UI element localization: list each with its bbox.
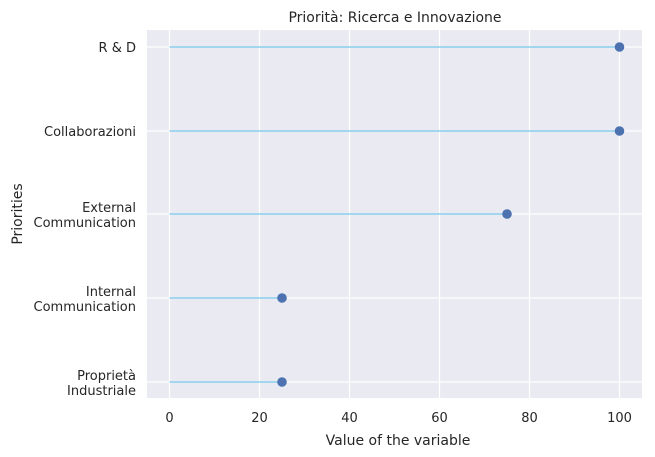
y-tick-label: R & D (99, 41, 136, 56)
x-tick-label: 80 (521, 411, 538, 426)
data-point (277, 293, 287, 303)
markers (277, 42, 625, 387)
y-tick-label: Collaborazioni (44, 125, 136, 140)
x-tick-label: 20 (251, 411, 268, 426)
chart-title: Priorità: Ricerca e Innovazione (288, 10, 501, 26)
y-axis-label: Priorities (10, 183, 26, 244)
x-tick-labels: 0 20 40 60 80 100 (165, 411, 632, 426)
x-tick-label: 0 (165, 411, 173, 426)
x-tick-label: 100 (607, 411, 632, 426)
y-tick-label: Proprietà Industriale (67, 369, 136, 399)
data-point (277, 377, 287, 387)
stems (169, 46, 620, 383)
data-point (614, 42, 625, 52)
y-tick-label: Internal Communication (34, 285, 136, 315)
data-point (502, 209, 512, 219)
y-tick-labels: R & D Collaborazioni External Communication… (34, 41, 136, 399)
data-point (614, 126, 625, 136)
x-tick-label: 60 (431, 411, 448, 426)
y-tick-label: External Communication (34, 201, 136, 231)
x-tick-label: 40 (341, 411, 358, 426)
x-axis-label: Value of the variable (326, 433, 471, 449)
